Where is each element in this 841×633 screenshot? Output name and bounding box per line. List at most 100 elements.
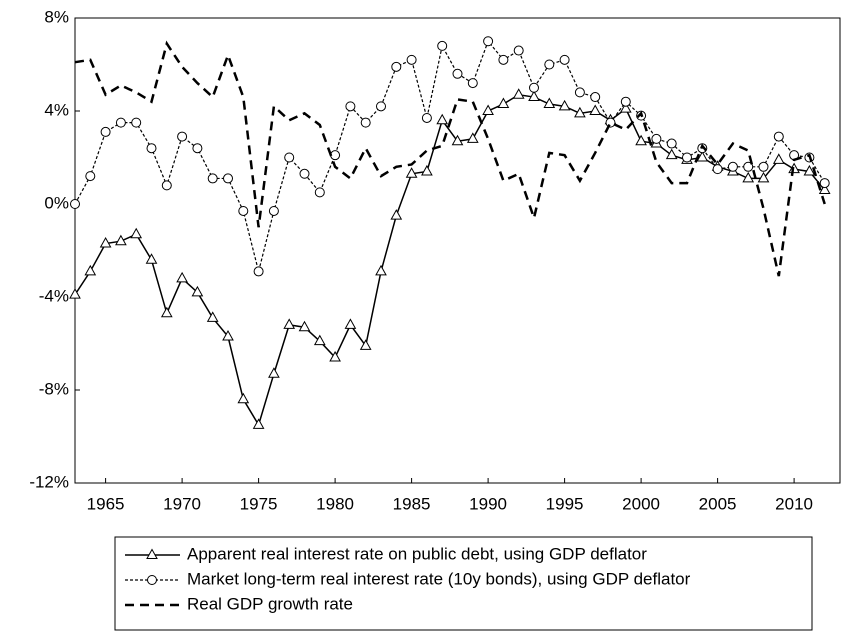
triangle-marker	[191, 285, 204, 297]
triangle-marker	[344, 318, 357, 329]
circle-marker	[559, 54, 570, 65]
circle-marker	[498, 54, 509, 65]
x-tick-label: 1975	[240, 494, 278, 513]
y-tick-label: -8%	[39, 379, 69, 398]
series-line	[74, 93, 826, 427]
y-tick-label: -4%	[39, 286, 69, 305]
circle-marker	[314, 187, 325, 198]
x-tick-label: 1980	[316, 494, 354, 513]
circle-marker	[712, 164, 723, 175]
triangle-marker	[313, 334, 326, 346]
circle-marker	[773, 131, 784, 142]
circle-marker	[146, 143, 157, 154]
triangle-marker	[176, 271, 188, 283]
triangle-marker	[589, 104, 602, 115]
triangle-marker	[543, 97, 556, 109]
triangle-marker	[84, 264, 97, 276]
circle-marker	[70, 199, 80, 209]
y-tick-label: 4%	[44, 100, 69, 119]
triangle-marker	[115, 234, 127, 246]
circle-marker	[666, 138, 677, 149]
circle-marker	[100, 126, 111, 137]
legend-label: Real GDP growth rate	[187, 594, 353, 613]
triangle-marker	[298, 320, 311, 332]
triangle-marker	[619, 102, 632, 113]
circle-marker	[743, 161, 754, 172]
series	[74, 40, 826, 277]
legend-box	[114, 536, 813, 631]
y-tick-label: 0%	[44, 193, 69, 212]
circle-marker	[115, 117, 126, 128]
triangle-marker	[665, 148, 678, 160]
x-tick-label: 1995	[546, 494, 584, 513]
triangle-marker	[482, 104, 494, 115]
circle-marker	[207, 173, 218, 184]
circle-marker	[253, 266, 264, 277]
triangle-marker	[405, 167, 418, 178]
circle-marker	[467, 78, 478, 89]
x-tick-label: 1965	[87, 494, 125, 513]
circle-marker	[452, 68, 463, 79]
triangle-marker	[742, 171, 755, 183]
triangle-marker	[237, 392, 250, 404]
circle-marker	[376, 101, 386, 112]
circle-marker	[437, 40, 448, 51]
x-tick-label: 2000	[622, 494, 660, 513]
circle-marker	[574, 87, 585, 98]
circle-marker	[299, 168, 310, 179]
triangle-marker	[283, 318, 296, 329]
triangle-marker	[222, 329, 234, 341]
triangle-marker	[206, 311, 219, 322]
triangle-marker	[558, 99, 571, 111]
circle-marker	[131, 117, 142, 128]
triangle-marker	[574, 106, 586, 118]
circle-marker	[529, 82, 539, 93]
triangle-marker	[757, 171, 770, 183]
triangle-marker	[696, 150, 709, 162]
circle-marker	[590, 92, 601, 103]
circle-marker	[406, 54, 417, 65]
triangle-marker	[818, 183, 831, 195]
triangle-marker	[528, 90, 540, 102]
triangle-marker	[99, 236, 112, 248]
triangle-marker	[160, 306, 173, 318]
circle-marker	[758, 161, 769, 172]
circle-marker	[192, 143, 203, 154]
x-tick-label: 1990	[469, 494, 507, 513]
circle-marker	[682, 152, 692, 163]
y-tick-label: -12%	[29, 472, 69, 491]
triangle-marker	[146, 548, 158, 559]
circle-marker	[391, 61, 402, 72]
series-line	[74, 40, 826, 277]
legend-label: Market long-term real interest rate (10y…	[187, 569, 691, 588]
legend-label: Apparent real interest rate on public de…	[187, 544, 647, 563]
series	[70, 36, 830, 277]
triangle-marker	[268, 367, 280, 378]
circle-marker	[483, 36, 494, 47]
circle-marker	[819, 178, 830, 189]
triangle-marker	[375, 264, 387, 276]
triangle-marker	[635, 134, 647, 146]
triangle-marker	[145, 253, 158, 264]
legend: Apparent real interest rate on public de…	[114, 536, 813, 631]
x-tick-label: 2005	[699, 494, 737, 513]
circle-marker	[223, 173, 233, 184]
triangle-marker	[803, 164, 816, 176]
circle-marker	[268, 205, 279, 216]
circle-marker	[651, 133, 662, 144]
circle-marker	[544, 59, 555, 70]
circle-marker	[345, 101, 356, 112]
triangle-marker	[436, 113, 449, 125]
circle-marker	[284, 152, 295, 163]
circle-marker	[620, 96, 631, 107]
circle-marker	[513, 45, 524, 56]
triangle-marker	[130, 227, 143, 239]
triangle-marker	[390, 209, 403, 220]
circle-marker	[421, 112, 432, 123]
plot-frame	[74, 17, 841, 484]
y-tick-label: 8%	[44, 7, 69, 26]
circle-marker	[605, 117, 616, 128]
triangle-marker	[497, 97, 510, 109]
x-tick-label: 1985	[393, 494, 431, 513]
triangle-marker	[69, 288, 81, 299]
